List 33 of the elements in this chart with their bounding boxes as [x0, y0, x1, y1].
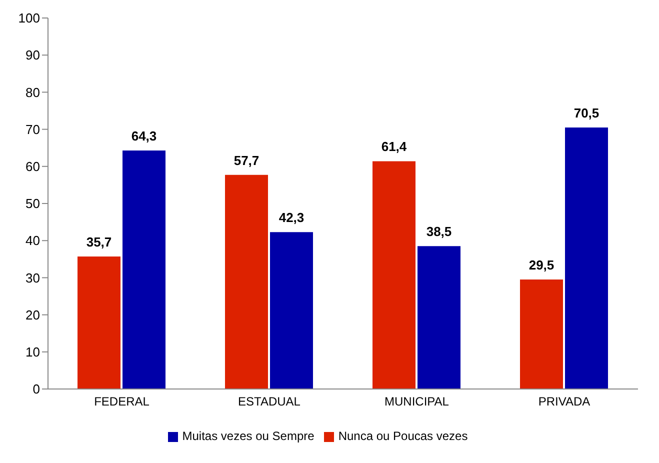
data-label: 64,3 — [131, 128, 157, 144]
y-tick-label: 0 — [32, 382, 40, 397]
data-label: 29,5 — [528, 258, 554, 273]
data-label: 38,5 — [426, 224, 452, 240]
bar — [225, 174, 268, 389]
data-label: 57,7 — [234, 152, 260, 168]
legend-label: Muitas vezes ou Sempre — [182, 429, 314, 443]
data-label: 35,7 — [86, 234, 112, 250]
data-label: 70,5 — [574, 105, 600, 120]
y-tick-label: 30 — [26, 270, 40, 286]
y-tick-label: 40 — [26, 233, 40, 248]
bar — [520, 280, 563, 389]
y-tick-label: 70 — [26, 122, 40, 137]
data-label: 61,4 — [381, 139, 408, 154]
x-tick-label: PRIVADA — [538, 394, 590, 409]
bar — [372, 161, 416, 389]
data-label: 42,3 — [278, 210, 304, 226]
bar — [78, 256, 120, 389]
x-tick-label: ESTADUAL — [238, 394, 301, 409]
y-tick-label: 20 — [26, 307, 40, 322]
y-tick-label: 90 — [26, 48, 40, 63]
y-tick-label: 10 — [26, 344, 40, 360]
y-tick-label: 60 — [26, 159, 40, 174]
legend-label: Nunca ou Poucas vezes — [338, 429, 468, 443]
bar — [122, 150, 166, 389]
y-tick-label: 50 — [26, 196, 40, 212]
y-tick-label: 80 — [26, 84, 40, 100]
x-tick-label: FEDERAL — [94, 394, 150, 409]
bar — [565, 127, 608, 389]
y-tick-label: 100 — [18, 10, 40, 26]
x-tick-label: MUNICIPAL — [384, 394, 450, 409]
bar — [418, 246, 460, 389]
bar — [270, 232, 313, 389]
